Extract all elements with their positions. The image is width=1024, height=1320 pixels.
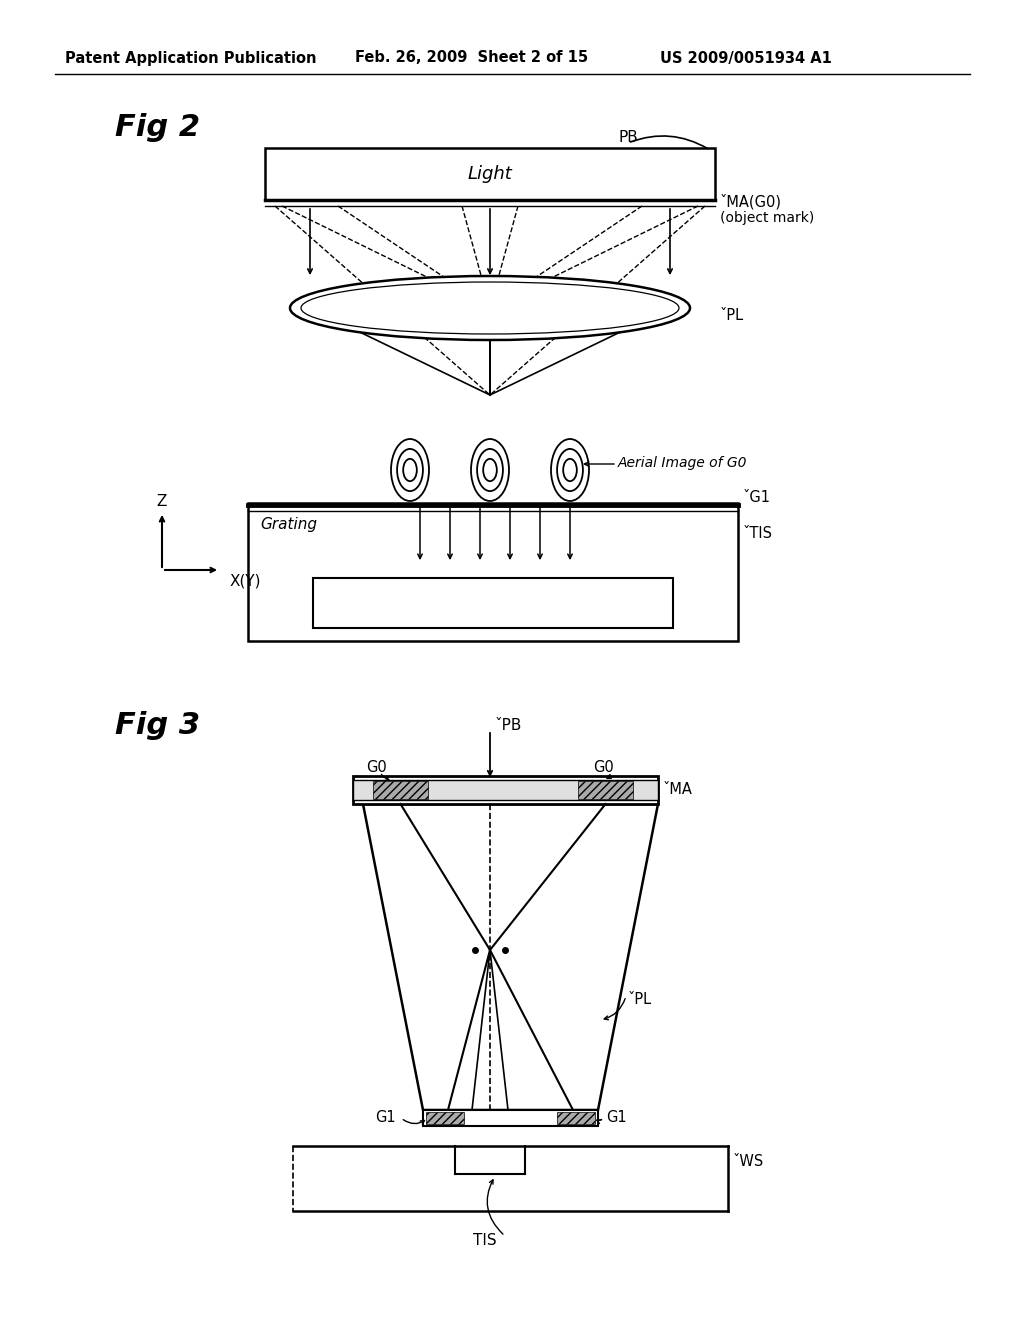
- Text: ˇMA(G0): ˇMA(G0): [720, 194, 782, 210]
- Text: Grating: Grating: [260, 517, 317, 532]
- Text: G1: G1: [375, 1110, 395, 1126]
- Text: Patent Application Publication: Patent Application Publication: [65, 50, 316, 66]
- Bar: [248, 503, 738, 642]
- FancyArrowPatch shape: [607, 775, 611, 779]
- Bar: [426, 1111, 464, 1125]
- Text: ˇMA: ˇMA: [663, 783, 693, 797]
- Bar: [353, 776, 658, 804]
- Bar: [423, 1110, 598, 1126]
- Text: ˇTIS: ˇTIS: [743, 525, 773, 540]
- Text: Aerial Image of G0: Aerial Image of G0: [618, 455, 748, 470]
- Text: Z: Z: [157, 495, 167, 510]
- Text: (object mark): (object mark): [720, 211, 814, 224]
- FancyArrowPatch shape: [631, 136, 708, 149]
- Text: G0: G0: [366, 760, 387, 776]
- FancyArrowPatch shape: [403, 1119, 425, 1125]
- Text: G0: G0: [593, 760, 613, 776]
- Bar: [373, 781, 428, 799]
- Text: ˇG1: ˇG1: [743, 491, 771, 506]
- Text: Photo sensor: Photo sensor: [439, 594, 547, 612]
- Text: Feb. 26, 2009  Sheet 2 of 15: Feb. 26, 2009 Sheet 2 of 15: [355, 50, 588, 66]
- Bar: [353, 780, 658, 800]
- Text: Fig 2: Fig 2: [115, 114, 200, 143]
- Text: ˇPL: ˇPL: [628, 993, 652, 1007]
- Text: Fig 3: Fig 3: [115, 710, 200, 739]
- Text: US 2009/0051934 A1: US 2009/0051934 A1: [660, 50, 831, 66]
- Text: TIS: TIS: [473, 1233, 497, 1247]
- FancyArrowPatch shape: [604, 999, 625, 1020]
- Bar: [557, 1111, 595, 1125]
- Bar: [578, 781, 633, 799]
- Text: ˇWS: ˇWS: [733, 1154, 764, 1168]
- Text: Light: Light: [468, 165, 512, 183]
- FancyArrowPatch shape: [597, 1119, 602, 1123]
- Text: PB: PB: [618, 129, 638, 144]
- Text: ˇPB: ˇPB: [495, 718, 522, 733]
- FancyArrowPatch shape: [382, 775, 389, 780]
- FancyArrowPatch shape: [487, 1180, 503, 1234]
- Text: X(Y): X(Y): [230, 574, 261, 589]
- Bar: [313, 578, 673, 628]
- Bar: [265, 148, 715, 201]
- Text: G1: G1: [606, 1110, 627, 1126]
- Ellipse shape: [290, 276, 690, 341]
- Text: ˇPL: ˇPL: [720, 309, 744, 323]
- FancyArrowPatch shape: [585, 462, 614, 466]
- Polygon shape: [362, 804, 658, 1110]
